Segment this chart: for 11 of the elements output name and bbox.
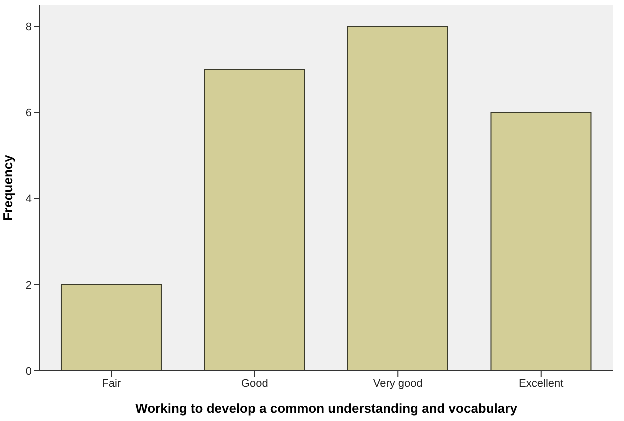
y-tick-label: 0	[26, 366, 32, 378]
x-tick-label: Good	[241, 378, 268, 390]
y-tick-label: 8	[26, 21, 32, 34]
x-axis-title: Working to develop a common understanding and vocabulary	[136, 401, 518, 416]
y-tick-label: 6	[26, 108, 32, 120]
y-axis-title: Frequency	[0, 154, 16, 221]
y-tick-label: 2	[26, 280, 32, 292]
y-tick-label: 4	[26, 194, 32, 206]
x-tick-label: Very good	[373, 378, 423, 390]
x-tick-label: Fair	[102, 378, 122, 390]
x-tick-label: Excellent	[519, 378, 564, 390]
